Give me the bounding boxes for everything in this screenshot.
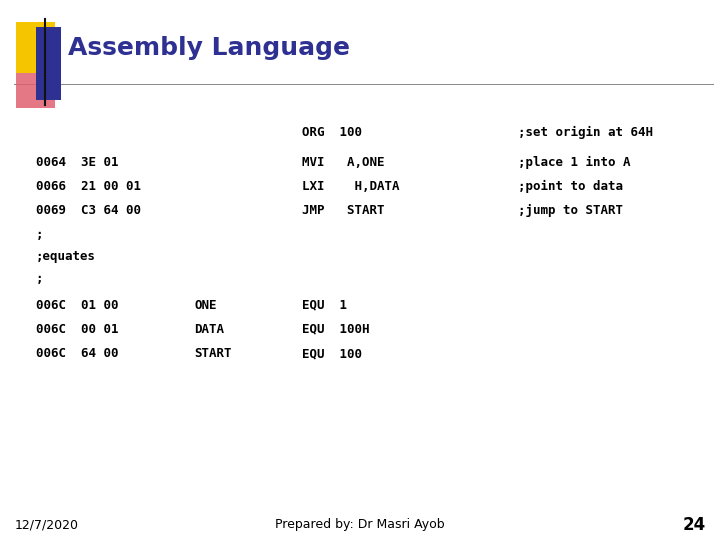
Bar: [16, 73, 55, 108]
Text: Prepared by: Dr Masri Ayob: Prepared by: Dr Masri Ayob: [275, 518, 445, 531]
Bar: [16, 22, 55, 73]
Text: 0064  3E 01: 0064 3E 01: [36, 156, 119, 168]
Text: ;: ;: [36, 272, 43, 285]
Text: ;: ;: [36, 228, 43, 241]
Text: JMP   START: JMP START: [302, 204, 385, 217]
Text: ;jump to START: ;jump to START: [518, 204, 624, 217]
Bar: [36, 27, 61, 100]
Text: ;equates: ;equates: [36, 250, 96, 263]
Text: ONE: ONE: [194, 299, 217, 312]
Text: Assembly Language: Assembly Language: [68, 36, 351, 59]
Text: EQU  1: EQU 1: [302, 299, 347, 312]
Text: ;point to data: ;point to data: [518, 180, 624, 193]
Text: ;place 1 into A: ;place 1 into A: [518, 156, 631, 168]
Text: MVI   A,ONE: MVI A,ONE: [302, 156, 385, 168]
Text: 24: 24: [683, 516, 706, 534]
Text: START: START: [194, 347, 232, 360]
Text: 006C  00 01: 006C 00 01: [36, 323, 119, 336]
Text: 0066  21 00 01: 0066 21 00 01: [36, 180, 141, 193]
Text: ORG  100: ORG 100: [302, 126, 362, 139]
Text: 12/7/2020: 12/7/2020: [14, 518, 78, 531]
Text: LXI    H,DATA: LXI H,DATA: [302, 180, 400, 193]
Text: 006C  64 00: 006C 64 00: [36, 347, 119, 360]
Text: EQU  100: EQU 100: [302, 347, 362, 360]
Text: 0069  C3 64 00: 0069 C3 64 00: [36, 204, 141, 217]
Text: 006C  01 00: 006C 01 00: [36, 299, 119, 312]
Text: DATA: DATA: [194, 323, 225, 336]
Text: ;set origin at 64H: ;set origin at 64H: [518, 126, 654, 139]
Text: EQU  100H: EQU 100H: [302, 323, 370, 336]
